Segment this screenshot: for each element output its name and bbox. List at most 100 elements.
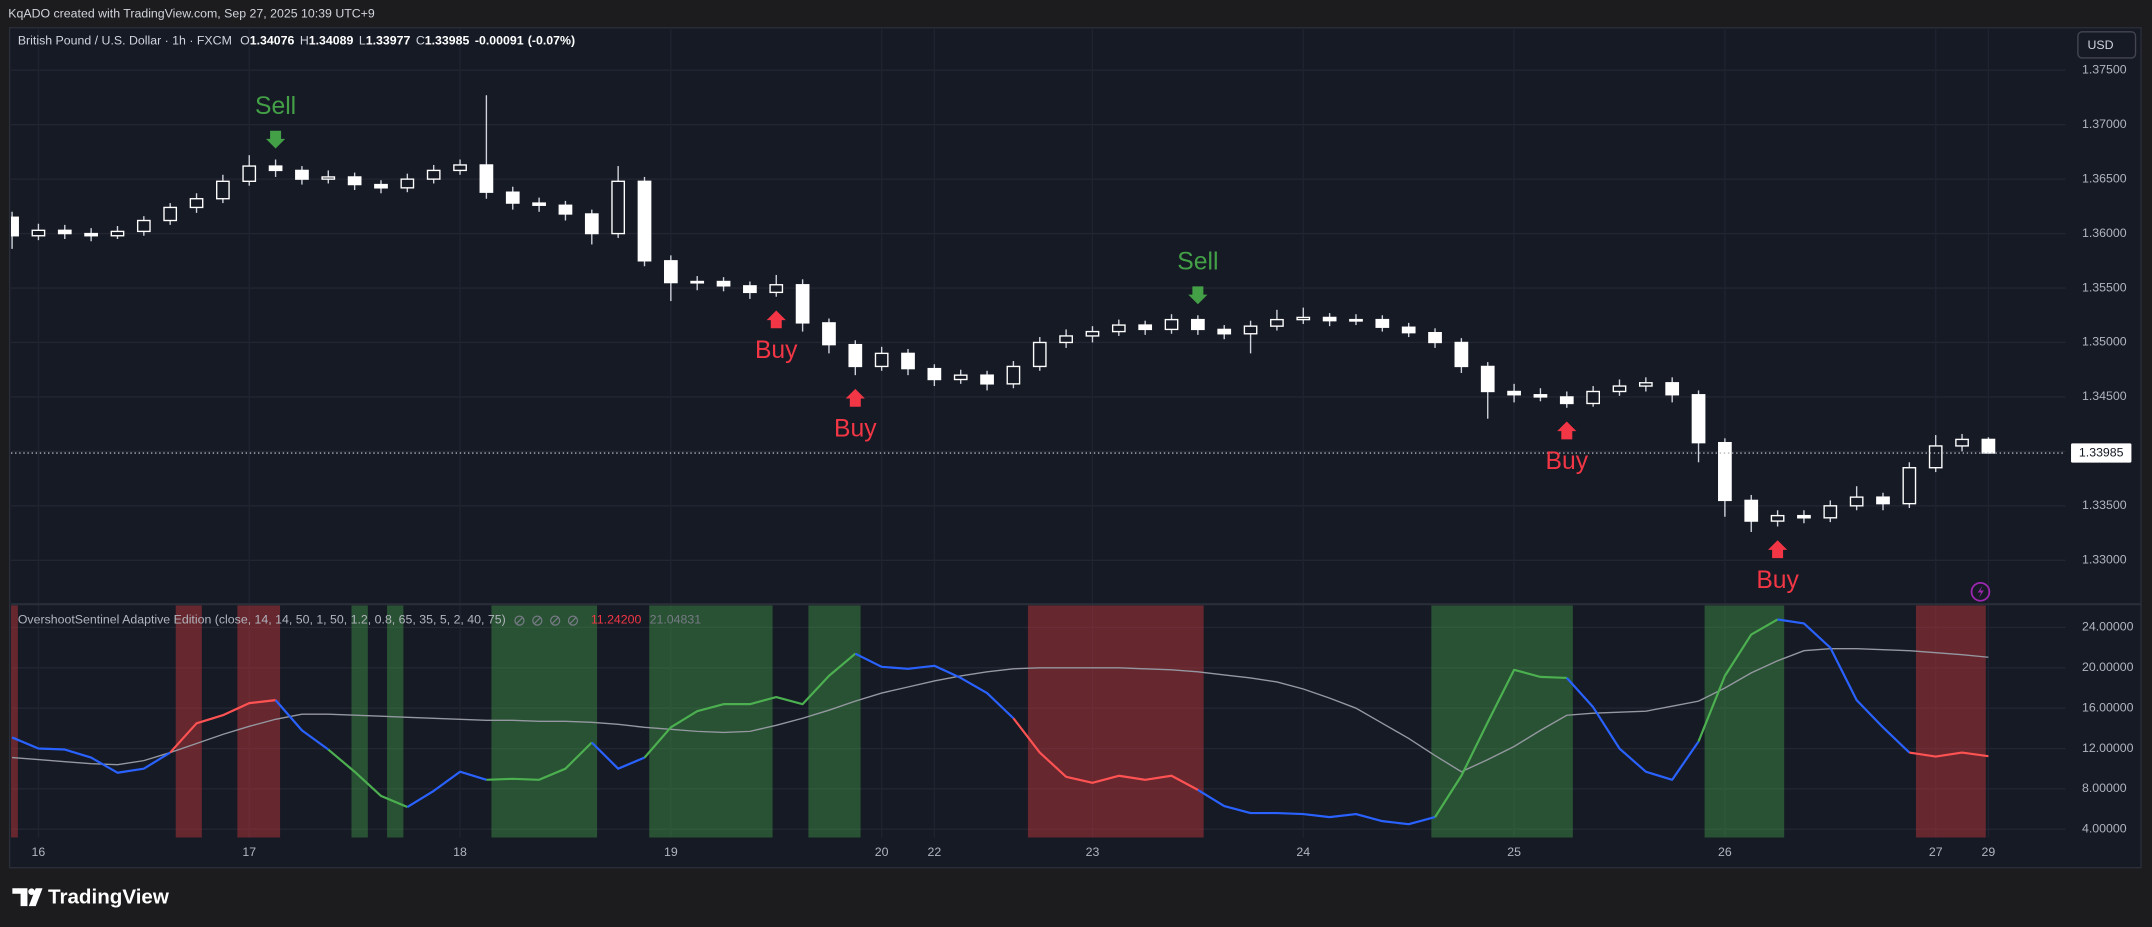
candle-body bbox=[1823, 505, 1838, 519]
signal-zone bbox=[1027, 605, 1204, 838]
ohlc-value: 1.34076 bbox=[250, 34, 295, 48]
candle-body bbox=[189, 198, 204, 209]
candle-body bbox=[1296, 316, 1311, 321]
candle-body bbox=[795, 284, 810, 324]
signal-zone bbox=[1915, 605, 1986, 838]
x-tick-label: 16 bbox=[32, 845, 46, 859]
candle-body bbox=[1718, 441, 1732, 502]
last-price-label: 1.33985 bbox=[2079, 445, 2124, 459]
candle-body bbox=[980, 374, 994, 385]
candle-body bbox=[1638, 382, 1653, 387]
candle-body bbox=[426, 169, 441, 180]
candle-body bbox=[453, 164, 467, 172]
candle-body bbox=[1085, 330, 1100, 337]
candle-body bbox=[1217, 328, 1232, 335]
candle-body bbox=[1138, 324, 1153, 331]
signal-label: Sell bbox=[255, 93, 296, 120]
candle-body bbox=[1164, 318, 1179, 331]
legend-icon bbox=[550, 615, 561, 626]
signal-zone bbox=[11, 605, 18, 838]
candle-body bbox=[558, 204, 573, 215]
candle-body bbox=[1270, 318, 1284, 327]
candle-body bbox=[1981, 438, 1996, 454]
candle-body bbox=[321, 176, 336, 180]
indicator-legend: OvershootSentinel Adaptive Edition (clos… bbox=[18, 613, 701, 627]
candle-body bbox=[1375, 318, 1390, 328]
symbol: British Pound / U.S. Dollar · 1h · FXCM bbox=[18, 34, 232, 48]
candle-body bbox=[848, 343, 863, 368]
change-pct: (-0.07%) bbox=[528, 34, 575, 48]
candle-body bbox=[1243, 325, 1258, 335]
candle-body bbox=[1032, 341, 1047, 368]
candle-body bbox=[901, 352, 915, 370]
signal-line bbox=[12, 647, 1989, 773]
candle-body bbox=[268, 165, 283, 172]
signal-zone bbox=[1704, 605, 1785, 838]
candle-body bbox=[1559, 396, 1574, 405]
logo-dot bbox=[28, 888, 35, 895]
candle-body bbox=[136, 219, 151, 233]
indicator-title: OvershootSentinel Adaptive Edition (clos… bbox=[18, 613, 506, 627]
logo-mark bbox=[12, 888, 28, 907]
y-tick-label: 1.33000 bbox=[2082, 553, 2127, 567]
signal-arrow bbox=[265, 130, 286, 149]
signal-label: Sell bbox=[1177, 249, 1218, 276]
x-tick-label: 18 bbox=[453, 845, 467, 859]
candle-body bbox=[505, 191, 520, 204]
candle-body bbox=[1454, 341, 1469, 368]
candle-body bbox=[1349, 318, 1363, 322]
oscillator-line bbox=[406, 770, 487, 808]
oscillator-line bbox=[1434, 668, 1567, 818]
candle-body bbox=[1770, 514, 1785, 522]
y-tick-label: 1.37000 bbox=[2082, 117, 2127, 131]
oscillator-line bbox=[274, 699, 329, 751]
currency-label[interactable]: USD bbox=[2087, 38, 2113, 52]
oscillator-line bbox=[643, 652, 857, 759]
candle-body bbox=[1480, 365, 1495, 393]
candle-body bbox=[216, 180, 230, 200]
alert-circle[interactable] bbox=[1970, 582, 1991, 602]
alert-bolt[interactable] bbox=[1977, 585, 1984, 598]
ohlc-key: H bbox=[300, 34, 309, 48]
candle-body bbox=[347, 176, 362, 186]
candle-body bbox=[822, 322, 836, 346]
candle-body bbox=[690, 280, 705, 284]
signal-label: Buy bbox=[1756, 567, 1799, 594]
candle-body bbox=[1955, 438, 1969, 447]
candle-body bbox=[953, 374, 968, 381]
y-tick-label: 1.34500 bbox=[2082, 389, 2127, 403]
x-tick-label: 20 bbox=[875, 845, 889, 859]
candle-body bbox=[716, 280, 731, 287]
candle-body bbox=[611, 180, 626, 235]
ohlc-value: 1.33985 bbox=[425, 34, 470, 48]
candle-body bbox=[1665, 382, 1680, 396]
candle-body bbox=[1797, 514, 1811, 519]
labels: 1.330001.335001.340001.345001.350001.355… bbox=[32, 62, 2134, 858]
candle-body bbox=[1533, 394, 1548, 398]
candle-body bbox=[1006, 365, 1021, 385]
y-tick-label: 1.33500 bbox=[2082, 498, 2127, 512]
oscillator-line bbox=[11, 736, 171, 774]
y-tick-label: 1.37500 bbox=[2082, 62, 2127, 76]
last-price-box bbox=[2071, 443, 2132, 463]
oscillator-line bbox=[1565, 677, 1700, 781]
currency-button[interactable] bbox=[2077, 31, 2137, 59]
x-tick-label: 23 bbox=[1086, 845, 1100, 859]
brand: TradingView bbox=[48, 885, 170, 908]
candle-body bbox=[663, 260, 678, 284]
alert-icon[interactable] bbox=[1970, 582, 1991, 602]
indicator-pane bbox=[11, 618, 1989, 826]
oscillator-line bbox=[169, 699, 276, 754]
chart-panel bbox=[8, 27, 2142, 869]
signal-arrow bbox=[1767, 540, 1788, 559]
x-tick-label: 25 bbox=[1507, 845, 1521, 859]
logo-slash bbox=[28, 888, 43, 907]
candle-body bbox=[1059, 335, 1073, 344]
candle-body bbox=[84, 232, 98, 237]
candle-body bbox=[479, 164, 494, 193]
candle-body bbox=[1612, 385, 1627, 393]
ohlc-key: C bbox=[416, 34, 425, 48]
oscillator-line bbox=[591, 741, 645, 770]
legend-icon-slash bbox=[569, 617, 577, 625]
